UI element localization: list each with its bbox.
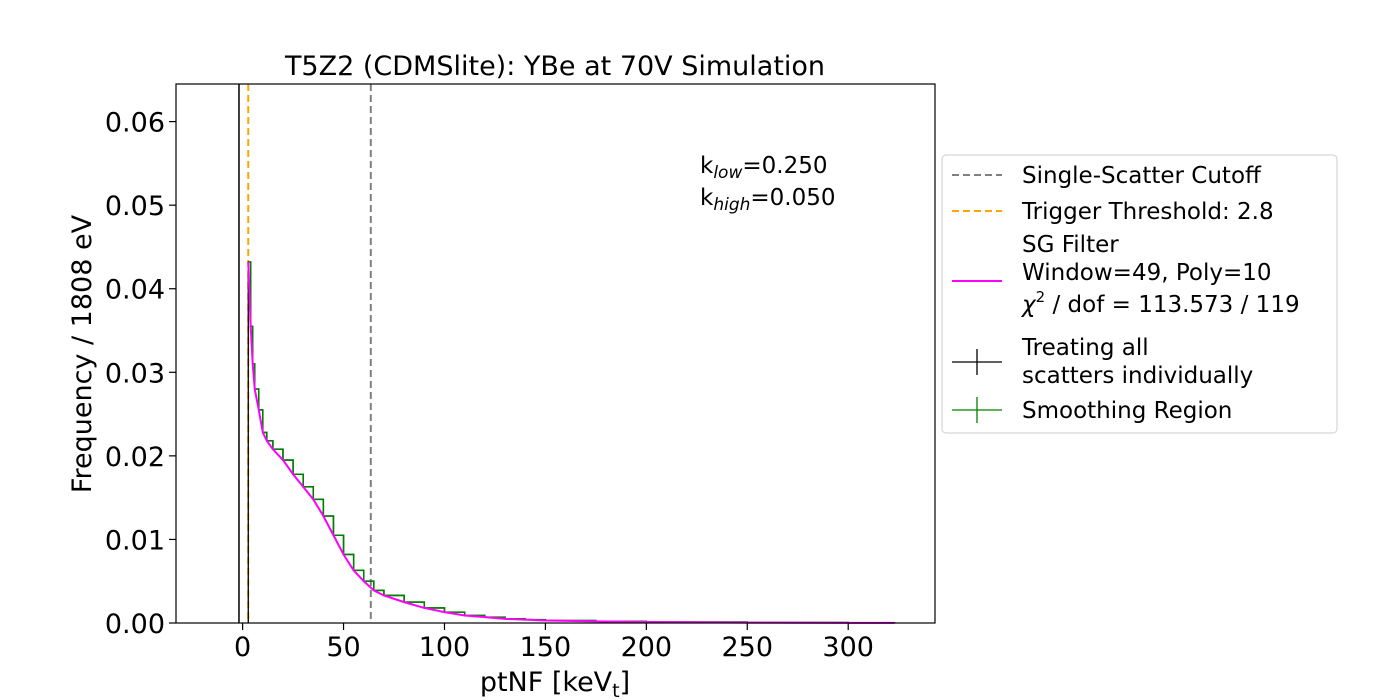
series-individual-scatters (247, 261, 896, 624)
y-axis-label: Frequency / 1808 eV (67, 214, 98, 493)
k-low-annotation: klow=0.250 (700, 153, 827, 183)
k-annotation: klow=0.250 khigh=0.050 (700, 153, 836, 215)
legend-label-single-scatter-cutoff: Single-Scatter Cutoff (1022, 163, 1262, 189)
y-tick-label: 0.03 (105, 358, 165, 389)
legend-label-individual-1: Treating all (1021, 335, 1149, 361)
y-tick-label: 0.01 (105, 525, 165, 556)
x-axis: 0 50 100 150 200 250 300 (234, 623, 874, 663)
x-tick-label: 150 (520, 632, 572, 663)
legend-label-individual-2: scatters individually (1022, 363, 1253, 389)
x-tick-label: 0 (234, 632, 251, 663)
x-axis-label-subscript: t (612, 680, 619, 700)
legend: Single-Scatter Cutoff Trigger Threshold:… (941, 154, 1338, 434)
legend-label-trigger-threshold: Trigger Threshold: 2.8 (1021, 199, 1274, 225)
y-axis: 0.00 0.01 0.02 0.03 0.04 0.05 0.06 (105, 108, 176, 640)
x-tick-label: 250 (721, 632, 773, 663)
x-tick-label: 200 (621, 632, 673, 663)
y-tick-label: 0.02 (105, 442, 165, 473)
y-tick-label: 0.06 (105, 108, 165, 139)
legend-label-chi2: χ2 / dof = 113.573 / 119 (1020, 288, 1300, 318)
y-tick-label: 0.05 (105, 191, 165, 222)
plot-area: 0 50 100 150 200 250 300 0.000.010.020.030.040… (105, 83, 936, 663)
plot-frame (175, 83, 936, 624)
series-smoothing-region (248, 261, 896, 624)
series-sg-filter (247, 261, 895, 624)
x-tick-label: 300 (822, 632, 874, 663)
x-axis-label: ptNF [keVt] (480, 667, 630, 700)
legend-label-smoothing-region: Smoothing Region (1022, 398, 1232, 424)
k-high-annotation: khigh=0.050 (700, 185, 836, 215)
legend-box (941, 154, 1338, 434)
legend-label-sg-window: Window=49, Poly=10 (1022, 260, 1272, 286)
x-tick-label: 100 (419, 632, 471, 663)
chart-title: T5Z2 (CDMSlite): YBe at 70V Simulation (284, 51, 825, 82)
series-layer (247, 261, 896, 624)
reference-lines (238, 84, 372, 623)
y-tick-label: 0.04 (105, 275, 165, 306)
y-tick-label: 0.00 (105, 609, 165, 640)
legend-label-sg-filter: SG Filter (1022, 232, 1119, 258)
x-tick-label: 50 (326, 632, 360, 663)
